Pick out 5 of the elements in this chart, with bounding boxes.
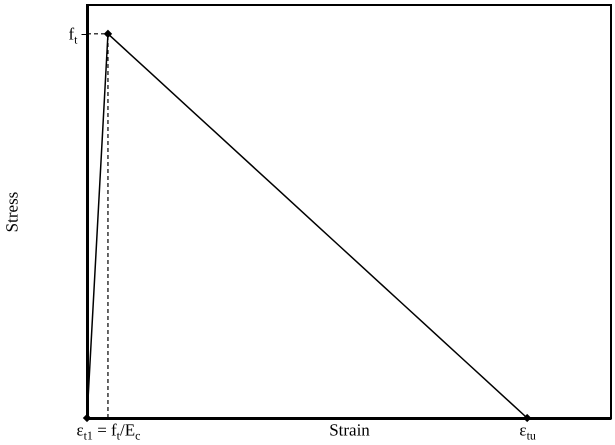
x-axis-title: Strain bbox=[329, 420, 370, 440]
x-tick-label: ε$_{tu}$ bbox=[519, 420, 536, 442]
y-axis-title: Stress bbox=[2, 192, 22, 232]
x-tick-label: ε$_{t1}$ = f$_{t}$/E$_{c}$ bbox=[76, 420, 140, 442]
ref-line-label: f$_{t}$ bbox=[68, 24, 78, 46]
